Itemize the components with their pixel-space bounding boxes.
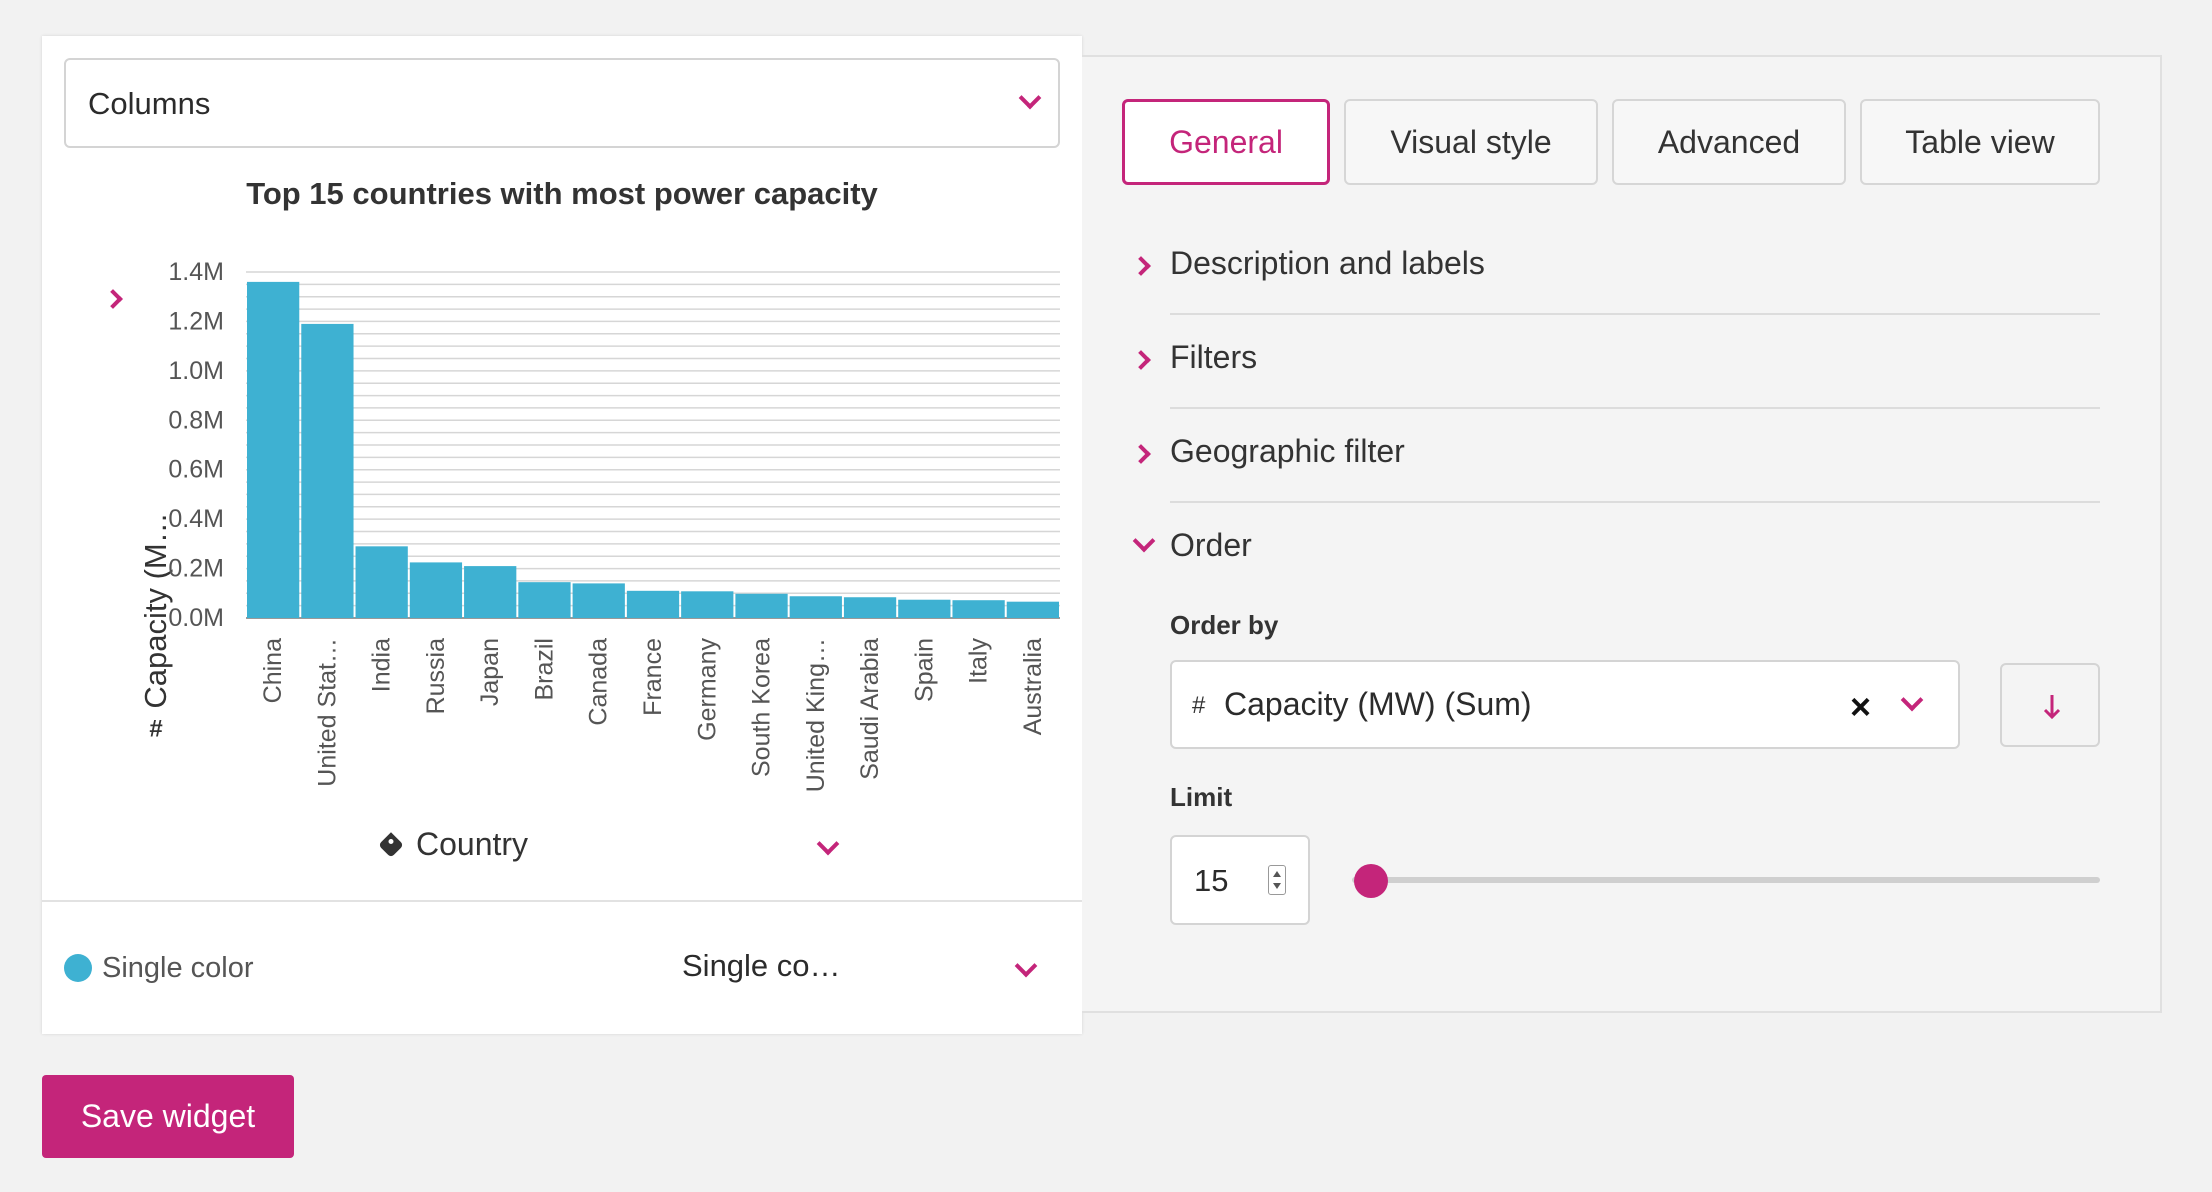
order-by-select[interactable]: # Capacity (MW) (Sum) × bbox=[1170, 660, 1960, 749]
chevron-right-icon bbox=[1131, 256, 1151, 276]
section-filters[interactable]: Filters bbox=[1131, 315, 2100, 409]
chevron-down-icon[interactable] bbox=[1900, 688, 1924, 712]
chart-title: Top 15 countries with most power capacit… bbox=[246, 176, 878, 211]
arrow-down-icon bbox=[2043, 695, 2061, 720]
bar-canada[interactable] bbox=[572, 583, 625, 618]
x-category-label: South Korea bbox=[748, 638, 776, 777]
limit-label: Limit bbox=[1170, 782, 1233, 812]
x-category-label: United King… bbox=[802, 638, 830, 792]
tab-general[interactable]: General bbox=[1122, 99, 1330, 185]
color-swatch bbox=[64, 954, 92, 982]
y-tick-label: 0.6M bbox=[168, 456, 224, 484]
sort-direction-button[interactable] bbox=[2000, 663, 2100, 747]
limit-slider-thumb[interactable] bbox=[1354, 864, 1388, 898]
y-tick-label: 0.8M bbox=[168, 406, 224, 434]
bar-brazil[interactable] bbox=[518, 582, 571, 618]
x-category-label: Italy bbox=[965, 638, 993, 684]
bar-australia[interactable] bbox=[1006, 601, 1059, 618]
x-category-label: Canada bbox=[585, 638, 613, 726]
y-tick-label: 1.4M bbox=[168, 258, 224, 286]
color-mode-label: Single color bbox=[102, 952, 254, 984]
chevron-right-icon bbox=[1131, 444, 1151, 464]
y-tick-label: 1.0M bbox=[168, 357, 224, 385]
chart-type-value: Columns bbox=[88, 86, 211, 121]
bar-south-korea[interactable] bbox=[735, 593, 788, 618]
bar-chart: 0.0M 0.2M 0.4M 0.6M 0.8M 1.0M 1.2M 1.4M China Un… bbox=[168, 258, 1060, 792]
x-category-label: United Stat… bbox=[313, 638, 341, 787]
stepper-icon[interactable] bbox=[1268, 865, 1286, 895]
y-tick-label: 0.4M bbox=[168, 505, 224, 533]
limit-slider-track[interactable] bbox=[1352, 877, 2100, 883]
bar-saudi-arabia[interactable] bbox=[843, 597, 897, 618]
bar-russia[interactable] bbox=[409, 562, 463, 618]
y-tick-label: 1.2M bbox=[168, 307, 224, 335]
x-category-label: Germany bbox=[693, 638, 721, 741]
close-icon[interactable]: × bbox=[1850, 686, 1872, 727]
bar-spain[interactable] bbox=[898, 599, 951, 618]
tab-visual-style[interactable]: Visual style bbox=[1344, 99, 1598, 185]
limit-input[interactable]: 15 bbox=[1170, 835, 1310, 925]
tag-icon bbox=[378, 831, 404, 858]
save-widget-button[interactable]: Save widget bbox=[42, 1075, 294, 1158]
widget-preview-card: Columns Top 15 countries with most power… bbox=[42, 36, 1082, 1034]
section-order[interactable]: Order bbox=[1132, 503, 2100, 597]
divider bbox=[42, 900, 1082, 902]
bar-united-stat[interactable] bbox=[301, 323, 354, 618]
section-description-and-labels[interactable]: Description and labels bbox=[1131, 221, 2100, 315]
tab-advanced[interactable]: Advanced bbox=[1612, 99, 1846, 185]
section-label: Geographic filter bbox=[1170, 433, 1405, 469]
x-category-label: Australia bbox=[1019, 638, 1047, 735]
x-category-label: Brazil bbox=[530, 638, 558, 701]
x-category-label: France bbox=[639, 638, 667, 716]
x-category-label: Spain bbox=[910, 638, 938, 702]
section-label: Filters bbox=[1170, 339, 1258, 375]
x-axis-field[interactable]: Country bbox=[378, 826, 529, 863]
chart-type-select[interactable]: Columns bbox=[64, 58, 1060, 148]
x-category-label: Japan bbox=[476, 638, 504, 706]
y-tick-label: 0.2M bbox=[168, 555, 224, 583]
x-category-label: China bbox=[259, 638, 287, 703]
number-field-icon: # bbox=[1192, 692, 1206, 719]
x-category-label: India bbox=[368, 638, 396, 692]
chevron-down-icon[interactable] bbox=[1014, 954, 1038, 978]
chevron-right-icon bbox=[1131, 350, 1151, 370]
x-axis-field-label: Country bbox=[416, 826, 529, 862]
order-by-label: Order by bbox=[1170, 610, 1279, 640]
chevron-down-icon bbox=[1132, 529, 1156, 553]
bar-india[interactable] bbox=[355, 546, 408, 618]
bar-japan[interactable] bbox=[464, 566, 517, 618]
y-tick-label: 0.0M bbox=[168, 604, 224, 632]
color-mode-select[interactable]: Single co… bbox=[682, 948, 841, 983]
bar-germany[interactable] bbox=[681, 591, 734, 618]
order-by-value: Capacity (MW) (Sum) bbox=[1224, 686, 1532, 722]
bar-united-king[interactable] bbox=[789, 596, 842, 618]
tab-table-view[interactable]: Table view bbox=[1860, 99, 2100, 185]
bar-china[interactable] bbox=[247, 281, 300, 618]
x-category-label: Russia bbox=[422, 638, 450, 715]
limit-value: 15 bbox=[1194, 863, 1229, 898]
section-geographic-filter[interactable]: Geographic filter bbox=[1131, 409, 2100, 503]
bar-italy[interactable] bbox=[952, 600, 1005, 618]
bar-france[interactable] bbox=[626, 590, 680, 618]
section-label: Order bbox=[1170, 527, 1252, 563]
x-category-label: Saudi Arabia bbox=[856, 638, 884, 780]
section-label: Description and labels bbox=[1170, 245, 1485, 281]
config-panel: General Visual style Advanced Table view… bbox=[1082, 55, 2162, 1013]
